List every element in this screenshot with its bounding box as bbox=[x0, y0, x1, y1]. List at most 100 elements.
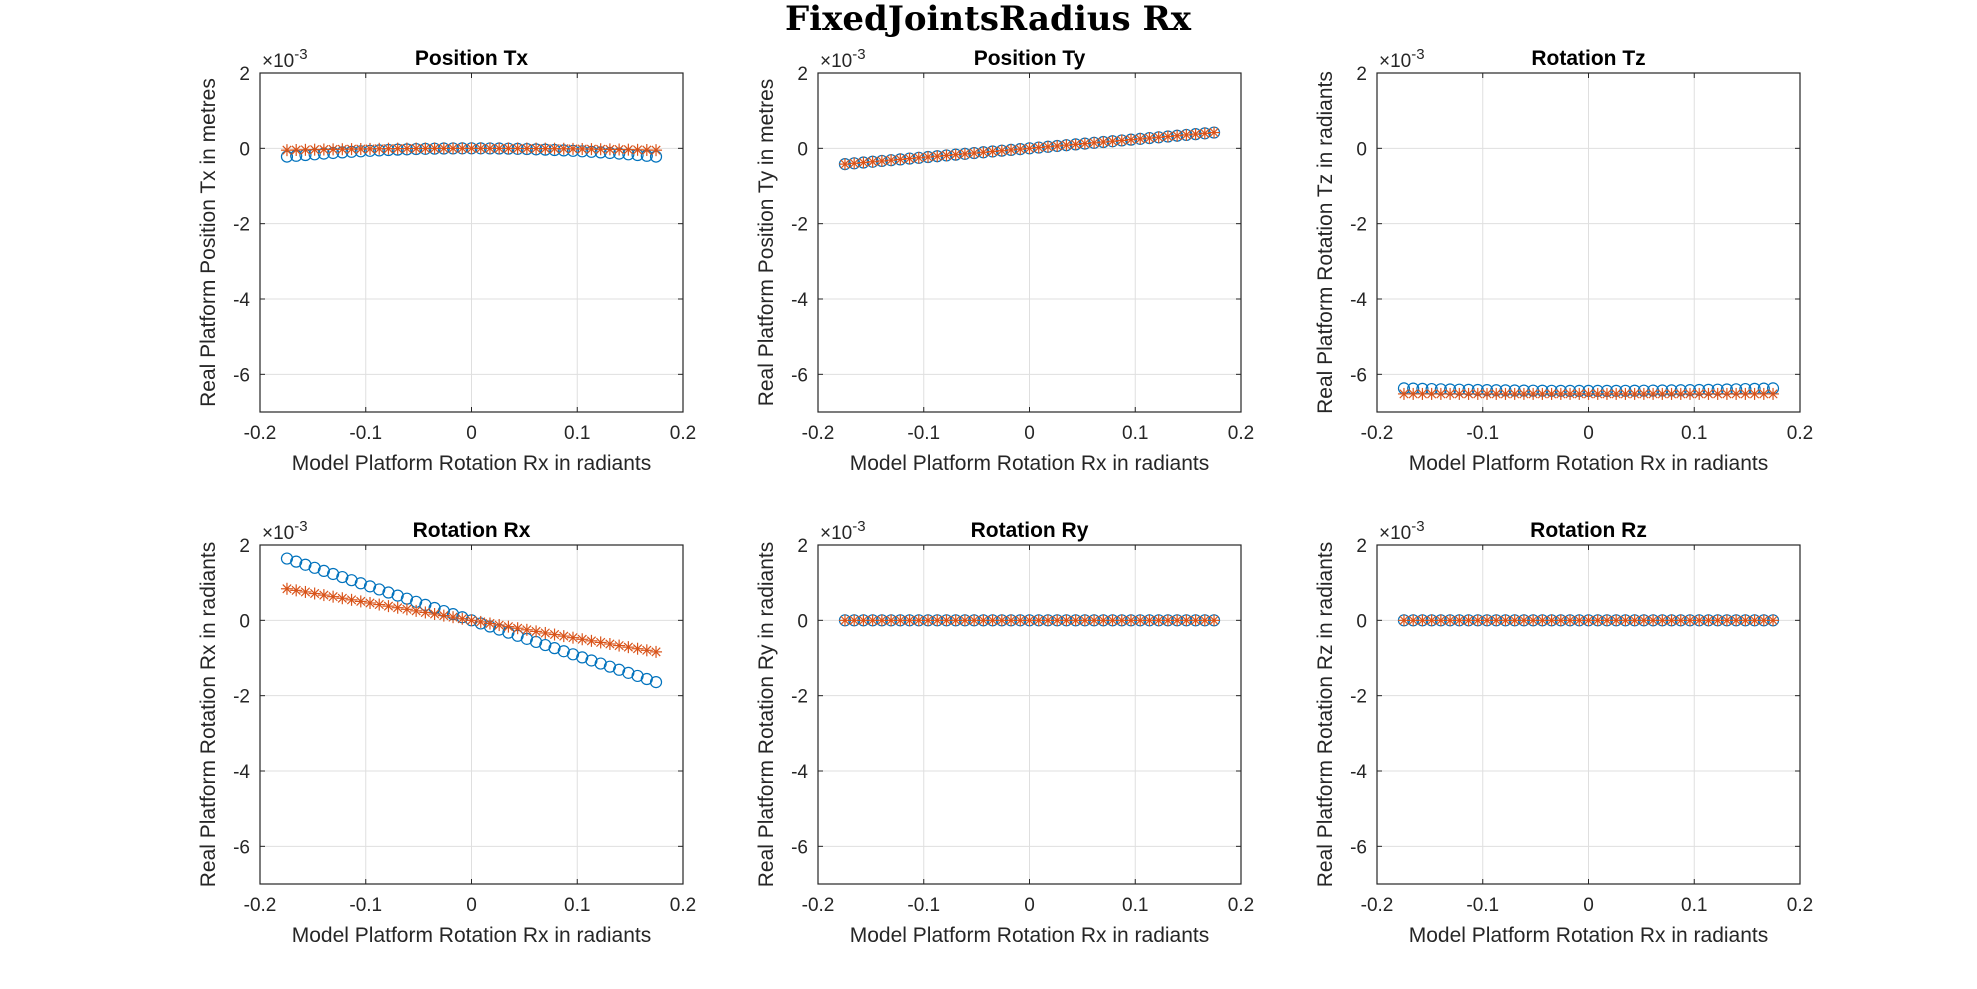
x-axis-label: Model Platform Rotation Rx in radiants bbox=[292, 452, 652, 475]
data-point bbox=[1005, 614, 1018, 627]
y-tick-label: -4 bbox=[1350, 762, 1367, 783]
data-point bbox=[894, 153, 907, 166]
data-point bbox=[437, 609, 450, 622]
subplot-title: Rotation Rx bbox=[413, 519, 531, 542]
axes-frame bbox=[817, 544, 1242, 885]
y-tick-label: -6 bbox=[1350, 837, 1367, 858]
x-tick-label: -0.2 bbox=[1361, 423, 1394, 444]
data-point bbox=[1462, 387, 1475, 400]
y-tick-label: -6 bbox=[233, 365, 250, 386]
y-axis-label: Real Platform Rotation Ry in radiants bbox=[755, 542, 778, 888]
x-tick-label: -0.2 bbox=[802, 895, 835, 916]
data-point bbox=[308, 561, 321, 574]
data-point bbox=[594, 636, 607, 649]
x-tick-label: 0.2 bbox=[670, 895, 696, 916]
series-asterisks bbox=[280, 582, 663, 658]
data-point bbox=[1767, 387, 1780, 400]
y-exponent-label: ×10-3 bbox=[820, 518, 866, 544]
data-point bbox=[1545, 614, 1558, 627]
y-tick-label: -6 bbox=[791, 837, 808, 858]
data-point bbox=[354, 595, 367, 608]
y-tick-label: 0 bbox=[797, 139, 808, 160]
data-point bbox=[640, 644, 653, 657]
data-point bbox=[977, 146, 990, 159]
data-point bbox=[354, 577, 367, 590]
x-tick-label: 0 bbox=[1024, 423, 1035, 444]
data-point bbox=[968, 614, 981, 627]
data-point bbox=[1499, 614, 1512, 627]
y-tick-label: -6 bbox=[233, 837, 250, 858]
data-point bbox=[1481, 614, 1494, 627]
y-tick-label: -2 bbox=[233, 687, 250, 708]
data-point bbox=[1637, 614, 1650, 627]
data-point bbox=[290, 555, 303, 568]
data-point bbox=[1757, 614, 1770, 627]
data-point bbox=[1508, 387, 1521, 400]
data-point bbox=[576, 633, 589, 646]
y-tick-label: -6 bbox=[791, 365, 808, 386]
x-tick-label: -0.1 bbox=[1466, 895, 1499, 916]
data-point bbox=[566, 631, 579, 644]
data-point bbox=[958, 147, 971, 160]
data-point bbox=[603, 637, 616, 650]
data-point bbox=[474, 615, 487, 628]
y-tick-label: 0 bbox=[1356, 139, 1367, 160]
data-point bbox=[1208, 126, 1221, 139]
data-point bbox=[1143, 132, 1156, 145]
subplot-5: -0.2 -0.1 0 0.1 0.2 2 0 -2 -4 -6 ×10-3 Rotation Ry M… bbox=[755, 518, 1254, 947]
x-axis-label: Model Platform Rotation Rx in radiants bbox=[1409, 924, 1769, 947]
axes-frame bbox=[1376, 72, 1801, 413]
x-tick-label: 0 bbox=[1583, 423, 1594, 444]
series-asterisks bbox=[838, 614, 1221, 627]
data-point bbox=[400, 603, 413, 616]
data-point bbox=[1554, 387, 1567, 400]
y-exponent-label: ×10-3 bbox=[1379, 46, 1425, 72]
data-point bbox=[1106, 614, 1119, 627]
y-axis-label: Real Platform Rotation Tz in radiants bbox=[1314, 71, 1337, 414]
data-point bbox=[1499, 387, 1512, 400]
data-point bbox=[539, 638, 552, 652]
axes-frame bbox=[817, 72, 1242, 413]
y-tick-label: -2 bbox=[791, 215, 808, 236]
subplot-6: -0.2 -0.1 0 0.1 0.2 2 0 -2 -4 -6 ×10-3 Rotation Rz M… bbox=[1314, 518, 1813, 947]
data-point bbox=[1124, 133, 1137, 146]
data-point bbox=[1683, 387, 1696, 400]
subplot-4: -0.2 -0.1 0 0.1 0.2 2 0 -2 -4 -6 ×10-3 Rotation Rx M… bbox=[197, 518, 696, 947]
data-point bbox=[875, 154, 888, 167]
data-point bbox=[345, 574, 358, 587]
data-point bbox=[557, 630, 570, 643]
subplot-title: Position Tx bbox=[415, 47, 528, 70]
y-axis-label: Real Platform Position Ty in metres bbox=[755, 79, 778, 407]
data-point bbox=[1767, 614, 1780, 627]
data-point bbox=[1161, 130, 1174, 143]
data-point bbox=[317, 589, 330, 602]
data-point bbox=[940, 149, 953, 162]
y-exponent-label: ×10-3 bbox=[1379, 518, 1425, 544]
data-point bbox=[650, 645, 663, 658]
y-tick-label: -4 bbox=[791, 762, 808, 783]
data-point bbox=[428, 608, 441, 621]
y-tick-label: 2 bbox=[797, 64, 808, 85]
x-tick-label: 0.1 bbox=[1681, 423, 1707, 444]
data-point bbox=[875, 614, 888, 627]
data-point bbox=[373, 583, 386, 596]
subplot-title: Rotation Tz bbox=[1531, 47, 1645, 70]
data-point bbox=[391, 601, 404, 614]
x-axis-label: Model Platform Rotation Rx in radiants bbox=[850, 452, 1210, 475]
data-point bbox=[345, 593, 358, 606]
y-tick-label: -2 bbox=[791, 687, 808, 708]
subplot-title: Rotation Ry bbox=[971, 519, 1089, 542]
x-axis-label: Model Platform Rotation Rx in radiants bbox=[850, 924, 1210, 947]
x-axis-label: Model Platform Rotation Rx in radiants bbox=[1409, 452, 1769, 475]
x-tick-label: -0.1 bbox=[907, 423, 940, 444]
x-tick-label: 0.1 bbox=[1122, 895, 1148, 916]
data-point bbox=[1490, 614, 1503, 627]
data-point bbox=[1171, 129, 1184, 142]
data-point bbox=[1115, 134, 1128, 147]
data-point bbox=[290, 584, 303, 597]
y-tick-label: 2 bbox=[1356, 64, 1367, 85]
data-point bbox=[585, 634, 598, 647]
data-point bbox=[1407, 387, 1420, 400]
x-tick-label: 0.1 bbox=[1681, 895, 1707, 916]
